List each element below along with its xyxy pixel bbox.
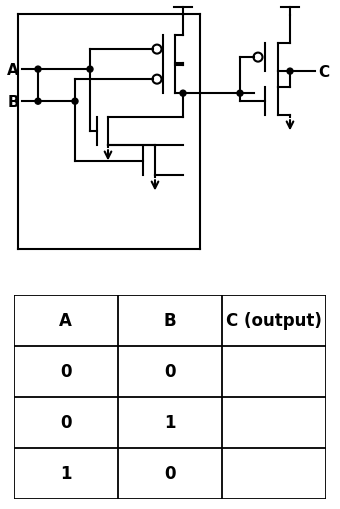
Text: 1: 1 bbox=[60, 464, 71, 483]
Circle shape bbox=[180, 91, 186, 97]
Circle shape bbox=[72, 99, 78, 105]
Text: 1: 1 bbox=[164, 413, 176, 432]
Circle shape bbox=[237, 91, 243, 97]
Circle shape bbox=[35, 99, 41, 105]
Circle shape bbox=[287, 69, 293, 75]
Text: B: B bbox=[7, 95, 19, 109]
Circle shape bbox=[35, 67, 41, 73]
Text: A: A bbox=[7, 63, 19, 77]
Text: 0: 0 bbox=[164, 464, 176, 483]
Text: 0: 0 bbox=[60, 362, 71, 381]
Text: 0: 0 bbox=[164, 362, 176, 381]
Circle shape bbox=[87, 67, 93, 73]
Text: 0: 0 bbox=[60, 413, 71, 432]
Text: B: B bbox=[164, 312, 176, 330]
Text: C (output): C (output) bbox=[226, 312, 322, 330]
Text: A: A bbox=[59, 312, 72, 330]
Text: C: C bbox=[318, 65, 329, 79]
